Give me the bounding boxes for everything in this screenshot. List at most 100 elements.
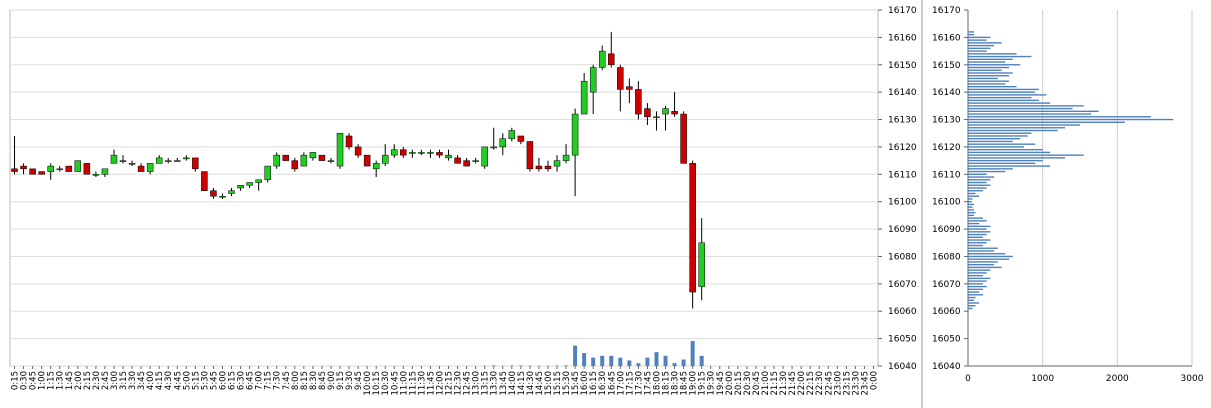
bar	[968, 209, 974, 211]
bar	[968, 124, 1080, 126]
candle-body	[562, 154, 570, 161]
candle-body	[680, 113, 687, 164]
x-tick-label: 10:30	[381, 371, 391, 396]
bar	[968, 302, 980, 304]
x-tick-label: 14:30	[526, 371, 536, 396]
candle-body	[164, 160, 172, 162]
y-tick-label: 16050	[888, 335, 917, 345]
x-tick-label: 0:15	[11, 371, 21, 390]
x-tick-label: 19:00	[689, 371, 699, 396]
candle-body	[617, 67, 624, 90]
x-tick-label: 2:30	[92, 371, 102, 390]
bar	[968, 61, 1006, 63]
volume-bar	[564, 365, 569, 366]
candle-body	[20, 165, 27, 170]
y-tick-label: 16080	[932, 252, 961, 262]
bar	[968, 140, 1013, 143]
bar	[968, 39, 987, 41]
x-tick-label: 16:00	[580, 371, 590, 396]
x-tick-label: 13:15	[481, 371, 491, 396]
x-tick-label: 20:45	[752, 371, 762, 396]
x-tick-label: 0:45	[29, 371, 39, 390]
bar	[968, 99, 1039, 102]
x-tick-label: 2:00	[74, 371, 84, 390]
candle-body	[146, 163, 154, 172]
candle-body	[526, 141, 534, 170]
bar	[968, 236, 983, 238]
bar	[968, 250, 995, 252]
candle-body	[553, 160, 561, 167]
bar	[968, 75, 1010, 77]
x-tick-label: 6:00	[218, 371, 228, 390]
x-tick-label: 9:30	[345, 371, 355, 390]
x-tick-label: 1:00	[38, 371, 48, 390]
candle-body	[246, 182, 253, 186]
bar	[968, 107, 1073, 110]
x-tick-label: 17:15	[625, 371, 635, 396]
candle-body	[309, 152, 317, 159]
y-tick-label: 16140	[888, 88, 917, 98]
candle-body	[508, 130, 516, 139]
candle-body	[490, 146, 497, 149]
x-tick-label: 0:30	[20, 371, 30, 390]
volume-bar	[618, 357, 623, 366]
volume-bar	[609, 355, 614, 366]
candle-body	[128, 163, 136, 165]
candle-body	[535, 165, 543, 170]
y-tick-label: 16050	[932, 335, 961, 345]
bar	[968, 127, 1066, 129]
x-tick-label: 22:45	[824, 371, 834, 396]
x-tick-label: 23:15	[842, 371, 852, 396]
x-tick-label: 9:15	[336, 371, 346, 390]
x-tick-label: 2000	[1106, 374, 1129, 384]
x-tick-label: 9:45	[354, 371, 364, 390]
candle-body	[571, 113, 579, 156]
bar	[968, 222, 980, 225]
volume-bar	[582, 353, 587, 366]
bar	[968, 64, 1021, 66]
bar	[968, 118, 1174, 121]
x-tick-label: 8:30	[309, 371, 319, 390]
bar	[968, 266, 1002, 269]
x-tick-label: 1:30	[56, 371, 66, 390]
x-tick-label: 4:15	[155, 371, 165, 390]
candle-body	[698, 242, 705, 287]
volume-bar	[672, 363, 677, 366]
volume-bar	[636, 363, 641, 366]
y-tick-label: 16120	[888, 143, 917, 153]
bar	[968, 165, 1051, 167]
bar	[968, 53, 1017, 55]
bar	[968, 129, 1058, 132]
candle-body	[11, 168, 18, 172]
x-tick-label: 16:30	[598, 371, 608, 396]
y-tick-label: 16160	[888, 33, 917, 43]
candle-body	[653, 116, 660, 119]
x-tick-label: 21:15	[770, 371, 780, 396]
x-tick-label: 22:30	[815, 371, 825, 396]
x-tick-label: 3:15	[119, 371, 129, 390]
x-tick-label: 22:00	[797, 371, 807, 396]
y-tick-label: 16100	[932, 198, 961, 208]
candle-body	[101, 168, 109, 175]
candle-body	[409, 152, 416, 154]
bar	[968, 132, 1032, 134]
plot-area	[9, 9, 879, 367]
x-tick-label: 4:00	[146, 371, 156, 390]
bar	[968, 231, 991, 233]
candle-body	[589, 67, 597, 93]
bar	[968, 121, 1125, 123]
x-tick-label: 2:15	[83, 371, 93, 390]
bar	[968, 143, 1036, 145]
bar	[968, 285, 987, 288]
y-tick-label: 16080	[888, 252, 917, 262]
candle-body	[608, 53, 615, 66]
volume-bar	[573, 345, 578, 366]
x-tick-label: 18:30	[671, 371, 681, 396]
candle-body	[499, 138, 507, 148]
bar	[968, 102, 1051, 104]
volume-bar	[699, 355, 704, 366]
x-tick-label: 4:30	[164, 371, 174, 390]
bar	[968, 105, 1084, 107]
y-tick-label: 16140	[932, 88, 961, 98]
